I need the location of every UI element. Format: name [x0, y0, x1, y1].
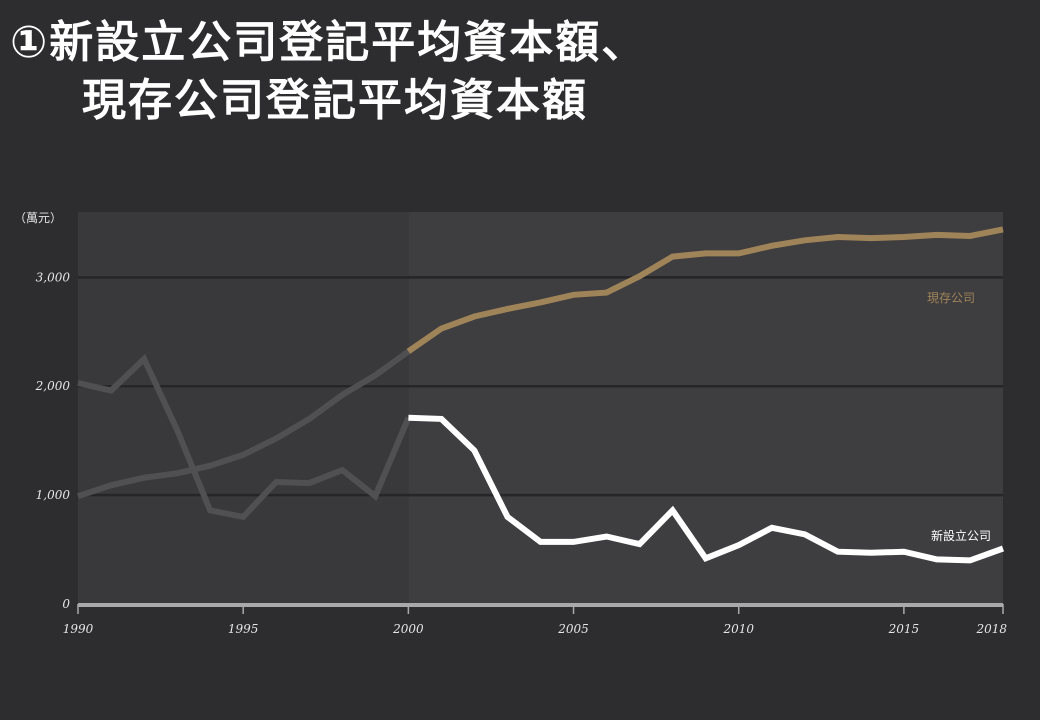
x-tick-label: 2005: [557, 622, 589, 636]
y-axis-ticks: 0 1,000 2,000 3,000: [35, 270, 71, 611]
series-lines: [77, 226, 1005, 564]
y-axis-label: （萬元）: [14, 211, 62, 225]
x-tick-label: 2000: [392, 622, 424, 636]
x-tick-label: 1990: [63, 622, 94, 636]
y-tick-label: 1,000: [36, 488, 71, 502]
plot-area-highlight: [408, 212, 1003, 604]
title-line-2: 現存公司登記平均資本額: [82, 75, 588, 126]
plot-area-early: [78, 212, 409, 604]
x-tick-label: 2018: [975, 622, 1007, 636]
series-label: 現存公司: [927, 291, 975, 305]
x-tick-label: 2015: [888, 622, 920, 636]
gridlines: [78, 276, 1003, 497]
series-label: 新設立公司: [931, 528, 991, 543]
x-axis-ticks: 1990 1995 2000 2005 2010 2015 2018: [63, 604, 1007, 636]
x-tick-label: 1995: [228, 622, 259, 636]
y-tick-label: 0: [62, 597, 70, 611]
title-line-1: ①新設立公司登記平均資本額、: [10, 17, 648, 68]
x-tick-label: 2010: [722, 622, 754, 636]
series-line-existing-early: [77, 348, 411, 500]
y-tick-label: 3,000: [36, 270, 71, 284]
series-line-existing-highlight: [406, 226, 1004, 354]
series-line-new-highlight: [408, 414, 1005, 564]
series-line-new-early: [77, 353, 412, 521]
y-tick-label: 2,000: [35, 379, 71, 393]
page-title: ①新設立公司登記平均資本額、 現存公司登記平均資本額: [10, 14, 647, 130]
